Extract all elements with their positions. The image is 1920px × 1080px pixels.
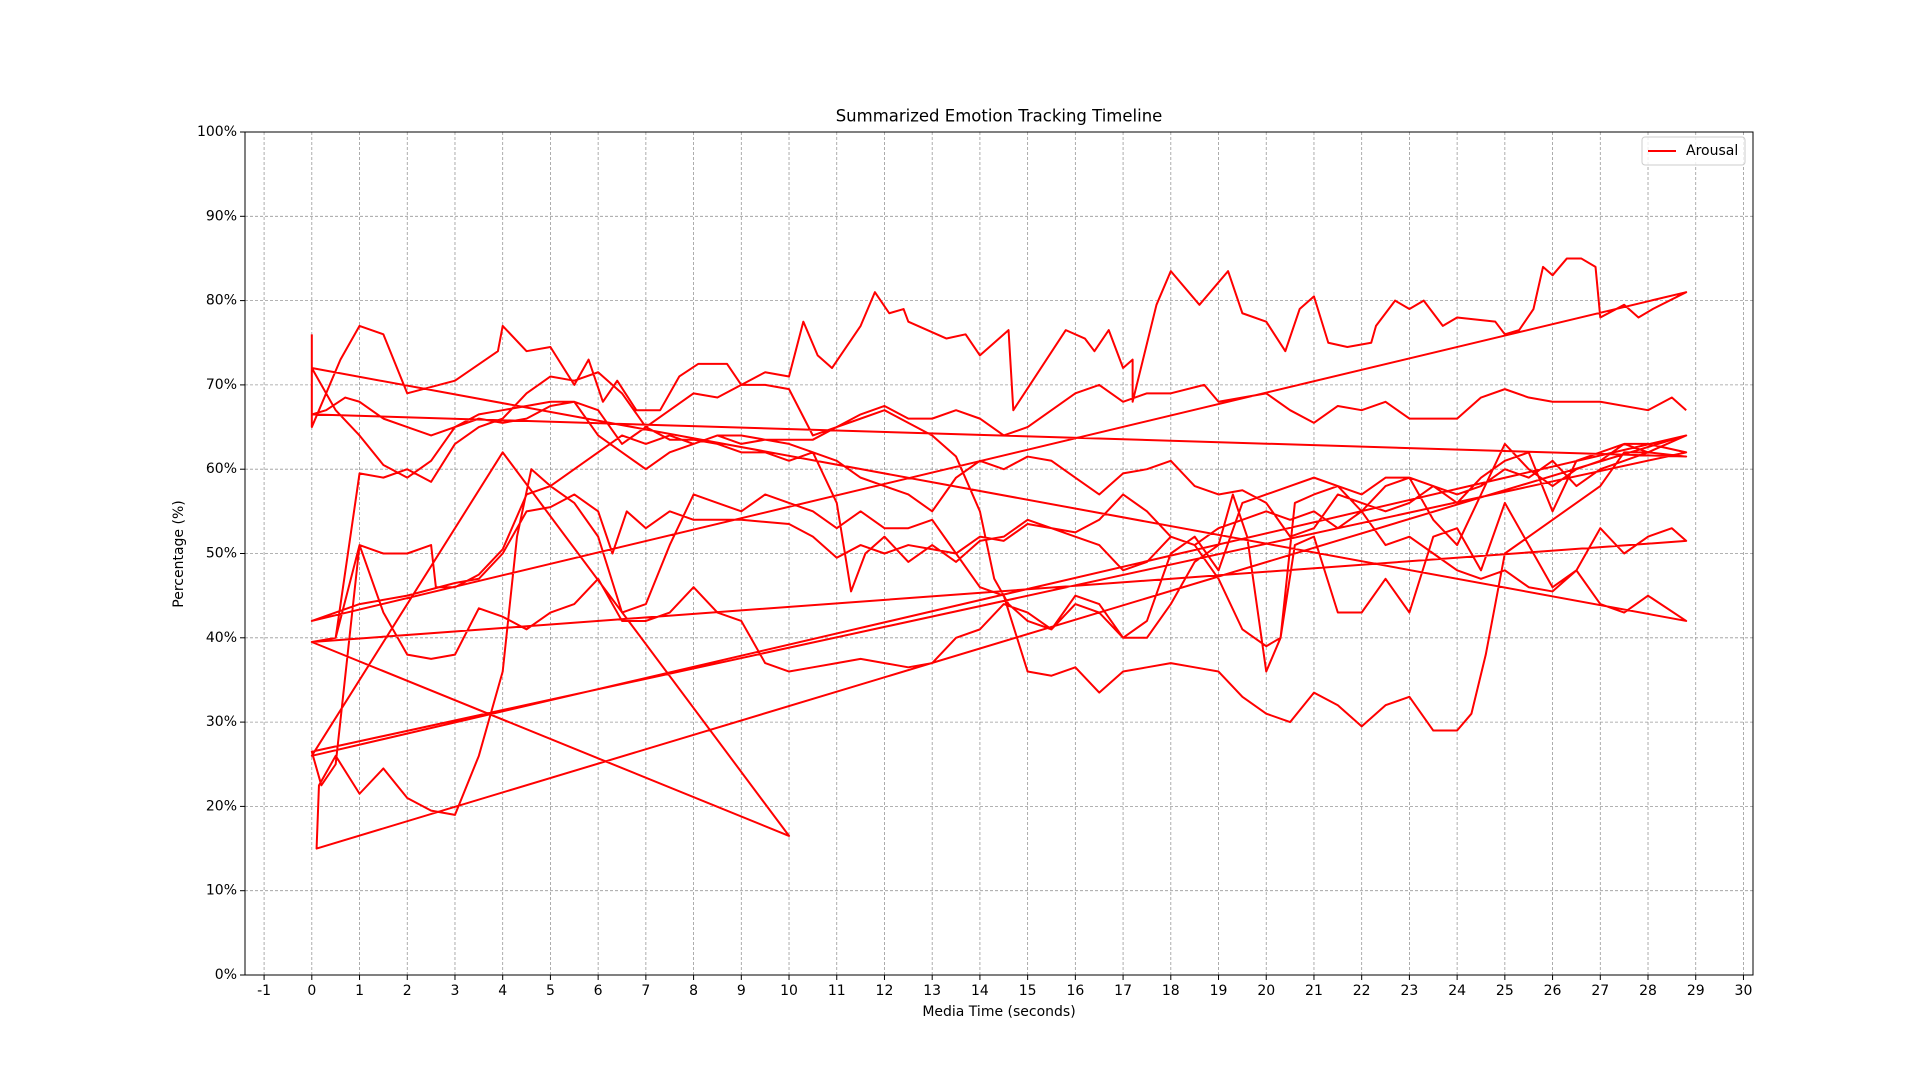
y-axis-label: Percentage (%) (171, 500, 187, 607)
x-tick-label: 11 (828, 983, 846, 999)
y-tick-label: 80% (206, 293, 237, 309)
x-tick-label: 7 (641, 983, 650, 999)
x-axis-label: Media Time (seconds) (922, 1004, 1075, 1020)
x-tick-label: 19 (1210, 983, 1228, 999)
x-tick-label: 28 (1639, 983, 1657, 999)
legend: Arousal (1641, 136, 1746, 166)
x-tick-label: 23 (1400, 983, 1418, 999)
y-tick-label: 90% (206, 208, 237, 224)
x-tick-label: 26 (1544, 983, 1562, 999)
x-tick-label: 16 (1066, 983, 1084, 999)
y-tick-label: 40% (206, 630, 237, 646)
x-tick-label: 17 (1114, 983, 1132, 999)
y-tick-label: 10% (206, 883, 237, 899)
x-tick-label: 1 (355, 983, 364, 999)
y-tick-label: 20% (206, 798, 237, 814)
x-tick-label: 20 (1257, 983, 1275, 999)
y-tick-label: 50% (206, 546, 237, 562)
legend-box (1641, 136, 1746, 166)
x-tick-label: 0 (307, 983, 316, 999)
x-tick-label: 27 (1591, 983, 1609, 999)
x-tick-label: 24 (1448, 983, 1466, 999)
x-tick-label: 2 (403, 983, 412, 999)
legend-label: Arousal (1686, 143, 1738, 159)
x-tick-label: 8 (689, 983, 698, 999)
plot-frame (244, 131, 1754, 976)
x-tick-label: 15 (1019, 983, 1037, 999)
x-tick-label: 6 (594, 983, 603, 999)
series-line (310, 257, 1688, 850)
x-tick-label: 25 (1496, 983, 1514, 999)
x-tick-label: -1 (257, 983, 271, 999)
x-tick-label: 22 (1353, 983, 1371, 999)
x-tick-label: 3 (451, 983, 460, 999)
y-tick-label: 0% (215, 967, 237, 983)
y-tick-label: 70% (206, 377, 237, 393)
x-tick-label: 4 (498, 983, 507, 999)
x-tick-label: 9 (737, 983, 746, 999)
x-tick-label: 30 (1735, 983, 1753, 999)
chart-title: Summarized Emotion Tracking Timeline (836, 107, 1163, 126)
y-tick-label: 60% (206, 461, 237, 477)
x-tick-label: 14 (971, 983, 989, 999)
x-tick-label: 18 (1162, 983, 1180, 999)
x-tick-label: 29 (1687, 983, 1705, 999)
x-tick-label: 10 (780, 983, 798, 999)
x-tick-label: 5 (546, 983, 555, 999)
x-tick-label: 21 (1305, 983, 1323, 999)
x-tick-label: 12 (876, 983, 894, 999)
y-tick-label: 30% (206, 714, 237, 730)
x-tick-label: 13 (923, 983, 941, 999)
y-tick-label: 100% (197, 124, 237, 140)
